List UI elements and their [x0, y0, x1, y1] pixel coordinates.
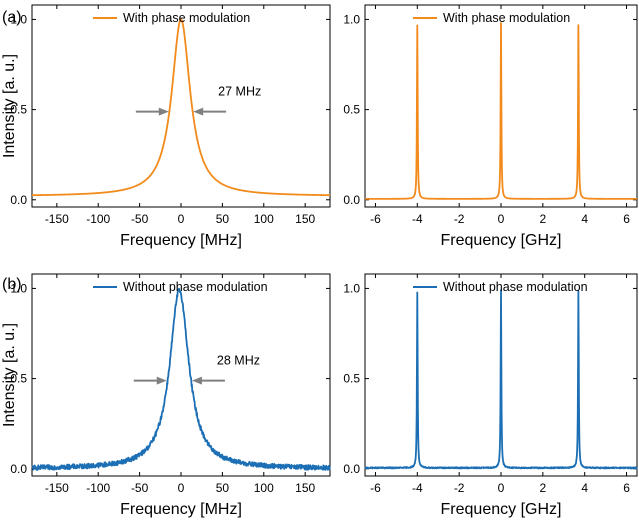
- fwhm-arrowhead-right: [193, 107, 204, 116]
- y-tick-label: 0.5: [10, 372, 27, 386]
- x-tick-label: -150: [45, 212, 69, 226]
- x-tick-label: -2: [454, 212, 465, 226]
- legend-label: Without phase modulation: [443, 280, 588, 294]
- x-tick-label: -50: [131, 212, 149, 226]
- x-tick-label: 4: [581, 481, 588, 495]
- x-tick-label: 0: [178, 212, 185, 226]
- series-line-1: [364, 289, 638, 470]
- series-line-1: [31, 287, 331, 471]
- legend-label: With phase modulation: [443, 11, 570, 25]
- x-tick-label: 100: [254, 212, 274, 226]
- x-tick-label: -2: [454, 481, 465, 495]
- legend-label: With phase modulation: [123, 11, 250, 25]
- y-tick-label: 0.5: [343, 372, 360, 386]
- x-axis-title: Frequency [GHz]: [441, 501, 562, 518]
- plot-frame: [31, 4, 331, 208]
- x-tick-label: -100: [86, 481, 110, 495]
- x-tick-label: 50: [216, 481, 230, 495]
- y-axis-title: Intensity [a. u.]: [1, 54, 18, 158]
- y-tick-label: 1.0: [343, 281, 360, 295]
- x-tick-label: -150: [45, 481, 69, 495]
- x-tick-label: -6: [370, 212, 381, 226]
- y-tick-label: 1.0: [343, 12, 360, 26]
- chart-a-left: -150 -100 -50 0 50 100 150 0.0 0.5 1.0 Frequency […: [1, 4, 331, 249]
- x-tick-label: 4: [581, 212, 588, 226]
- chart-b-right: -6 -4 -2 0 2 4 6 0.0 0.5 1.0 Frequency [GHz] Withou…: [343, 273, 638, 518]
- chart-b-left: -150 -100 -50 0 50 100 150 0.0 0.5 1.0 Frequency […: [1, 273, 331, 518]
- x-tick-label: -4: [412, 212, 423, 226]
- x-tick-label: 0: [498, 481, 505, 495]
- chart-a-right: -6 -4 -2 0 2 4 6 0.0 0.5 1.0 Frequency [GHz] With p…: [343, 4, 638, 249]
- x-tick-label: -100: [86, 212, 110, 226]
- fwhm-arrowhead-left: [156, 376, 167, 385]
- y-tick-label: 1.0: [10, 281, 27, 295]
- series-line-1: [31, 18, 331, 197]
- y-tick-label: 0.5: [343, 103, 360, 117]
- x-axis-title: Frequency [GHz]: [441, 232, 562, 249]
- y-tick-label: 0.5: [10, 103, 27, 117]
- legend-label: Without phase modulation: [123, 280, 268, 294]
- fwhm-label: 28 MHz: [217, 354, 260, 368]
- x-tick-label: 150: [295, 481, 315, 495]
- x-tick-label: 150: [295, 212, 315, 226]
- x-tick-label: 50: [216, 212, 230, 226]
- x-tick-label: -50: [131, 481, 149, 495]
- plot-frame: [31, 273, 331, 477]
- x-axis-title: Frequency [MHz]: [120, 232, 242, 249]
- fwhm-label: 27 MHz: [218, 85, 261, 99]
- x-tick-label: 100: [254, 481, 274, 495]
- y-axis-title: Intensity [a. u.]: [1, 323, 18, 427]
- x-tick-label: 6: [623, 481, 630, 495]
- x-tick-label: 2: [540, 212, 547, 226]
- series-line-1: [364, 22, 638, 200]
- panel-label-b: (b): [2, 276, 22, 293]
- x-tick-label: -4: [412, 481, 423, 495]
- fwhm-arrowhead-right: [191, 376, 202, 385]
- x-tick-label: -6: [370, 481, 381, 495]
- x-tick-label: 2: [540, 481, 547, 495]
- y-tick-label: 0.0: [10, 462, 27, 476]
- x-axis-title: Frequency [MHz]: [120, 501, 242, 518]
- x-tick-label: 0: [498, 212, 505, 226]
- y-tick-label: 1.0: [10, 12, 27, 26]
- y-tick-label: 0.0: [10, 193, 27, 207]
- x-tick-label: 0: [178, 481, 185, 495]
- fwhm-arrowhead-left: [158, 107, 169, 116]
- y-tick-label: 0.0: [343, 193, 360, 207]
- panel-label-a: (a): [2, 9, 22, 26]
- x-tick-label: 6: [623, 212, 630, 226]
- y-tick-label: 0.0: [343, 462, 360, 476]
